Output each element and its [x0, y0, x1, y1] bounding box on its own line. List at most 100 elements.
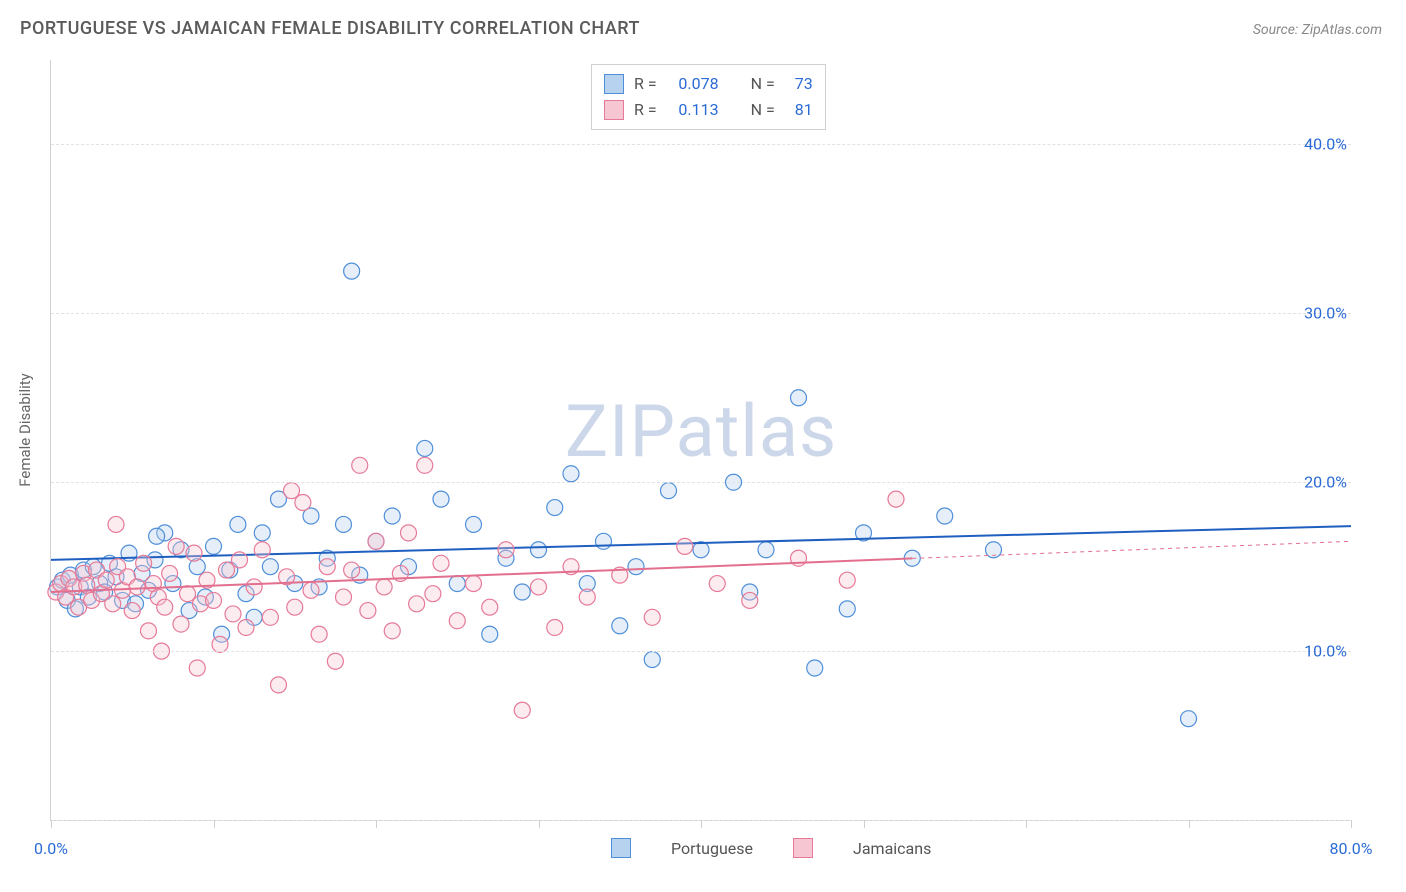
- data-point: [417, 457, 433, 473]
- data-point: [336, 516, 352, 532]
- x-tick: [1026, 820, 1027, 828]
- data-point: [344, 263, 360, 279]
- plot-area: ZIPatlas R = 0.078 N = 73 R = 0.113 N = …: [50, 60, 1351, 821]
- data-point: [482, 599, 498, 615]
- data-point: [262, 609, 278, 625]
- data-point: [368, 533, 384, 549]
- data-point: [162, 565, 178, 581]
- data-point: [173, 616, 189, 632]
- data-point: [186, 545, 202, 561]
- data-point: [344, 562, 360, 578]
- series-legend: Portuguese Jamaicans: [611, 838, 931, 858]
- data-point: [129, 579, 145, 595]
- data-point: [466, 516, 482, 532]
- data-point: [376, 579, 392, 595]
- gridline-h: [51, 651, 1351, 652]
- data-point: [271, 677, 287, 693]
- data-point: [384, 623, 400, 639]
- data-point: [311, 626, 327, 642]
- data-point: [742, 592, 758, 608]
- data-point: [189, 660, 205, 676]
- x-tick: [376, 820, 377, 828]
- data-point: [839, 572, 855, 588]
- data-point: [124, 603, 140, 619]
- data-point: [547, 619, 563, 635]
- x-tick: [539, 820, 540, 828]
- data-point: [225, 606, 241, 622]
- data-point: [449, 613, 465, 629]
- data-point: [644, 609, 660, 625]
- y-tick-label: 10.0%: [1304, 642, 1351, 661]
- x-tick: [51, 820, 52, 828]
- data-point: [105, 596, 121, 612]
- data-point: [254, 542, 270, 558]
- data-point: [839, 601, 855, 617]
- data-point: [230, 516, 246, 532]
- data-point: [758, 542, 774, 558]
- data-point: [254, 525, 270, 541]
- data-point: [168, 538, 184, 554]
- y-tick-label: 40.0%: [1304, 135, 1351, 154]
- data-point: [433, 555, 449, 571]
- y-tick-label: 20.0%: [1304, 473, 1351, 492]
- data-point: [563, 466, 579, 482]
- data-point: [547, 500, 563, 516]
- y-tick-label: 30.0%: [1304, 304, 1351, 323]
- x-tick: [701, 820, 702, 828]
- data-point: [352, 457, 368, 473]
- data-point: [888, 491, 904, 507]
- trend-line: [51, 558, 912, 592]
- x-tick-label: 80.0%: [1330, 839, 1373, 858]
- gridline-h: [51, 313, 1351, 314]
- data-point: [206, 592, 222, 608]
- source-prefix: Source:: [1253, 22, 1302, 38]
- data-point: [232, 552, 248, 568]
- data-point: [498, 542, 514, 558]
- data-point: [149, 528, 165, 544]
- data-point: [336, 589, 352, 605]
- series-swatch-0: [611, 838, 631, 858]
- x-tick-label: 0.0%: [34, 839, 68, 858]
- data-point: [98, 572, 114, 588]
- data-point: [807, 660, 823, 676]
- data-point: [417, 440, 433, 456]
- data-point: [644, 652, 660, 668]
- data-point: [212, 636, 228, 652]
- chart-title: PORTUGUESE VS JAMAICAN FEMALE DISABILITY…: [20, 18, 640, 39]
- data-point: [180, 586, 196, 602]
- series-swatch-1: [793, 838, 813, 858]
- trend-line-dashed: [912, 541, 1351, 558]
- y-axis-label: Female Disability: [16, 373, 34, 487]
- data-point: [628, 559, 644, 575]
- series-label-1: Jamaicans: [853, 839, 931, 858]
- data-point: [303, 582, 319, 598]
- data-point: [425, 586, 441, 602]
- data-point: [693, 542, 709, 558]
- source-credit: Source: ZipAtlas.com: [1253, 22, 1382, 38]
- data-point: [661, 483, 677, 499]
- x-tick: [214, 820, 215, 828]
- data-point: [141, 623, 157, 639]
- x-tick: [1189, 820, 1190, 828]
- data-point: [1181, 711, 1197, 727]
- data-point: [246, 579, 262, 595]
- chart-svg: [51, 60, 1351, 820]
- data-point: [709, 576, 725, 592]
- data-point: [514, 702, 530, 718]
- data-point: [284, 483, 300, 499]
- data-point: [449, 576, 465, 592]
- data-point: [136, 555, 152, 571]
- data-point: [360, 603, 376, 619]
- data-point: [262, 559, 278, 575]
- series-label-0: Portuguese: [671, 839, 753, 858]
- chart-stage: PORTUGUESE VS JAMAICAN FEMALE DISABILITY…: [0, 0, 1406, 892]
- data-point: [206, 538, 222, 554]
- data-point: [466, 576, 482, 592]
- data-point: [319, 559, 335, 575]
- data-point: [482, 626, 498, 642]
- data-point: [433, 491, 449, 507]
- x-tick: [1351, 820, 1352, 828]
- data-point: [238, 619, 254, 635]
- data-point: [401, 525, 417, 541]
- data-point: [677, 538, 693, 554]
